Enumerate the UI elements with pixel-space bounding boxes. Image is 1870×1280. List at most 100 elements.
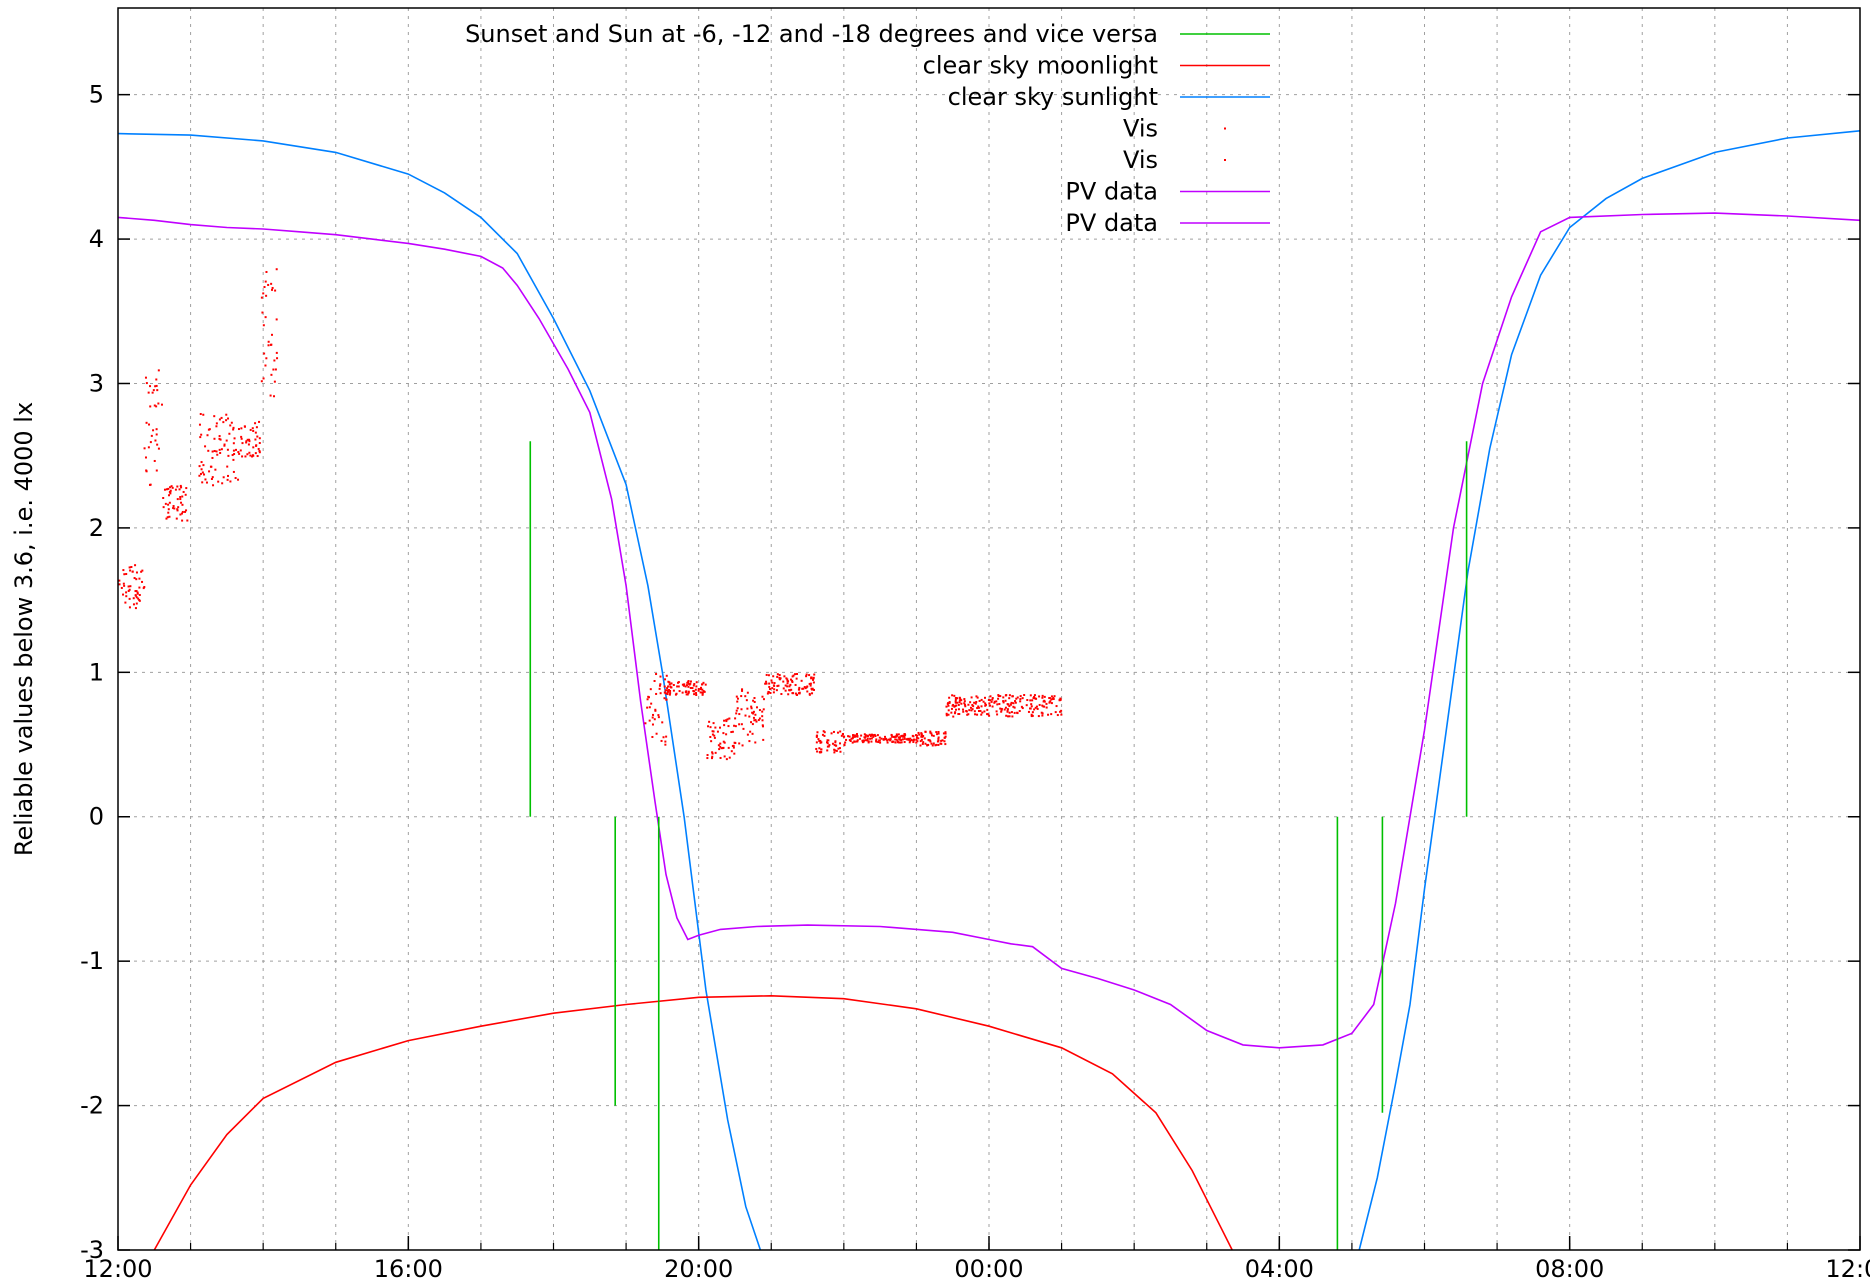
vis-point [153,404,156,407]
vis-point [722,746,725,749]
vis-point [980,698,983,701]
vis-point [750,707,753,710]
vis-point [707,725,710,728]
vis-point [920,738,923,741]
vis-point [184,510,187,513]
vis-point [184,493,187,496]
vis-point [1058,698,1061,701]
vis-point [995,710,998,713]
vis-point [172,505,175,508]
vis-point [984,702,987,705]
vis-point [695,693,698,696]
vis-point [765,682,768,685]
vis-point [655,692,658,695]
vis-point [953,694,956,697]
vis-point [851,741,854,744]
vis-point [179,496,182,499]
vis-point [134,607,137,610]
vis-point [895,733,898,736]
vis-point [831,742,834,745]
vis-point [185,509,188,512]
vis-point [851,737,854,740]
vis-point [692,684,695,687]
vis-point [786,679,789,682]
vis-point [864,735,867,738]
vis-point [719,726,722,729]
vis-point [726,718,729,721]
vis-point [240,435,243,438]
vis-point [167,503,170,506]
vis-point [258,437,261,440]
vis-point [957,703,960,706]
vis-point [951,694,954,697]
vis-point [135,571,138,574]
vis-point [1000,707,1003,710]
vis-point [167,494,170,497]
vis-point [664,678,667,681]
vis-point [168,501,171,504]
x-tick-label: 12:00 [1825,1255,1870,1280]
vis-point [212,484,215,487]
vis-point [262,292,265,295]
vis-point [977,706,980,709]
vis-point [927,743,930,746]
vis-point [1016,711,1019,714]
vis-point [796,693,799,696]
vis-point [244,455,247,458]
vis-point [850,737,853,740]
vis-point [877,741,880,744]
vis-point [665,674,668,677]
vis-point [201,471,204,474]
vis-point [1012,705,1015,708]
vis-point [963,702,966,705]
grid [118,8,1860,1250]
vis-point [971,708,974,711]
vis-point [788,685,791,688]
vis-point [937,736,940,739]
vis-point [761,715,764,718]
vis-point [928,739,931,742]
vis-point [835,749,838,752]
vis-point [118,579,121,582]
vis-point [773,684,776,687]
vis-point [219,438,222,441]
vis-point [688,683,691,686]
vis-point [1002,701,1005,704]
vis-point [265,294,268,297]
vis-point [652,713,655,716]
vis-point [820,748,823,751]
vis-point [180,512,183,515]
vis-point [136,592,139,595]
vis-point [258,451,261,454]
vis-point [876,734,879,737]
vis-point [135,590,138,593]
vis-point [723,719,726,722]
vis-point [181,495,184,498]
vis-point [667,685,670,688]
vis-point [233,453,236,456]
vis-point [843,735,846,738]
vis-point [122,582,125,585]
vis-point [1008,694,1011,697]
vis-point [198,474,201,477]
vis-point [748,740,751,743]
vis-point [963,700,966,703]
vis-point [853,735,856,738]
vis-point [186,519,189,522]
vis-point [795,677,798,680]
vis-point [887,738,890,741]
vis-point [709,736,712,739]
vis-point [924,742,927,745]
vis-point [766,692,769,695]
vis-point [646,698,649,701]
vis-point [751,723,754,726]
vis-point [762,708,765,711]
vis-point [1004,694,1007,697]
vis-point [667,690,670,693]
vis-point [254,438,257,441]
vis-point [711,733,714,736]
vis-point [1029,694,1032,697]
vis-point [772,691,775,694]
vis-point [746,691,749,694]
